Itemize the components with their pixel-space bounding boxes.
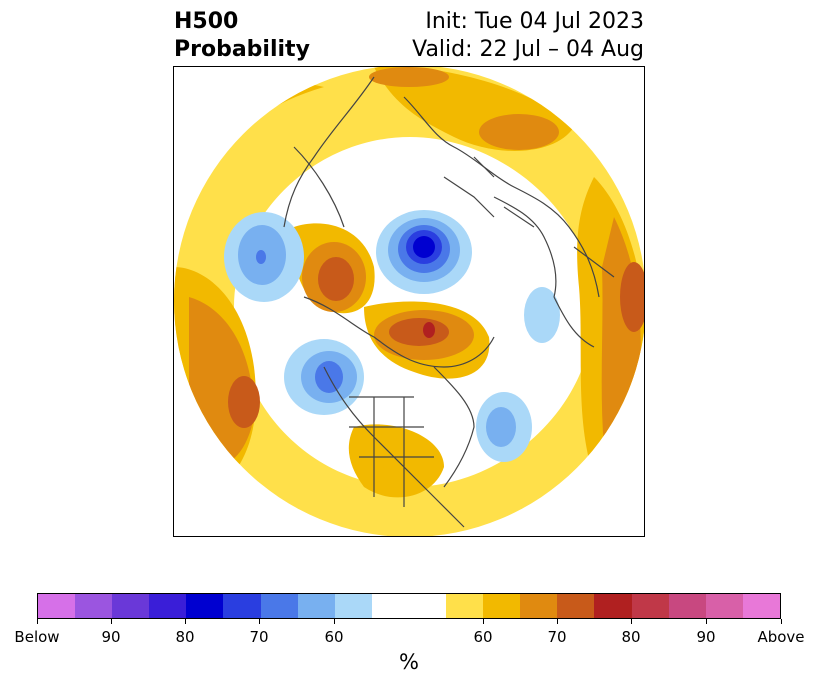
- colorbar-segment: [520, 594, 558, 618]
- colorbar-segment: [112, 594, 150, 618]
- colorbar-segment: [38, 594, 76, 618]
- valid-range: Valid: 22 Jul – 04 Aug: [412, 37, 644, 62]
- colorbar-segment: [483, 594, 521, 618]
- coastlines: [283, 76, 615, 528]
- colorbar: [37, 593, 781, 619]
- title-line-1: H500: [174, 9, 239, 34]
- title-line-2: Probability: [174, 37, 310, 62]
- colorbar-segment: [223, 594, 261, 618]
- colorbar-tick-mark: [37, 619, 38, 624]
- colorbar-segment: [668, 594, 706, 618]
- init-date: Init: Tue 04 Jul 2023: [425, 9, 644, 34]
- colorbar-segment: [334, 594, 372, 618]
- colorbar-tick-mark: [557, 619, 558, 624]
- colorbar-segment: [260, 594, 298, 618]
- colorbar-tick-label: Below: [14, 628, 60, 646]
- map-panel: [173, 66, 645, 537]
- colorbar-tick-label: 60: [473, 628, 493, 646]
- colorbar-tick-mark: [334, 619, 335, 624]
- chart-title: H500 Probability: [174, 8, 310, 64]
- colorbar-tick-label: 90: [101, 628, 121, 646]
- colorbar-segment: [742, 594, 780, 618]
- colorbar-tick-mark: [781, 619, 782, 624]
- colorbar-tick-label: 80: [621, 628, 641, 646]
- colorbar-tick-label: 70: [249, 628, 269, 646]
- colorbar-segment: [186, 594, 224, 618]
- colorbar-unit-label: %: [399, 650, 419, 674]
- colorbar-segment: [705, 594, 743, 618]
- colorbar-tick-label: Above: [757, 628, 805, 646]
- colorbar-tick-mark: [483, 619, 484, 624]
- colorbar-tick-label: 70: [547, 628, 567, 646]
- colorbar-segment: [75, 594, 113, 618]
- colorbar-tick-mark: [111, 619, 112, 624]
- colorbar-tick-mark: [631, 619, 632, 624]
- colorbar-segment: [557, 594, 595, 618]
- colorbar-segment: [149, 594, 187, 618]
- run-info: Init: Tue 04 Jul 2023 Valid: 22 Jul – 04…: [412, 8, 644, 64]
- colorbar-tick-label: 80: [175, 628, 195, 646]
- colorbar-tick-mark: [706, 619, 707, 624]
- probability-field: [174, 67, 644, 536]
- colorbar-tick-label: 60: [324, 628, 344, 646]
- colorbar-tick-mark: [185, 619, 186, 624]
- colorbar-segment: [297, 594, 335, 618]
- polar-map: [174, 67, 644, 536]
- colorbar-tick-label: 90: [696, 628, 716, 646]
- colorbar-segment: [371, 594, 447, 618]
- colorbar-segment: [446, 594, 484, 618]
- colorbar-segment: [631, 594, 669, 618]
- colorbar-tick-mark: [259, 619, 260, 624]
- colorbar-segment: [594, 594, 632, 618]
